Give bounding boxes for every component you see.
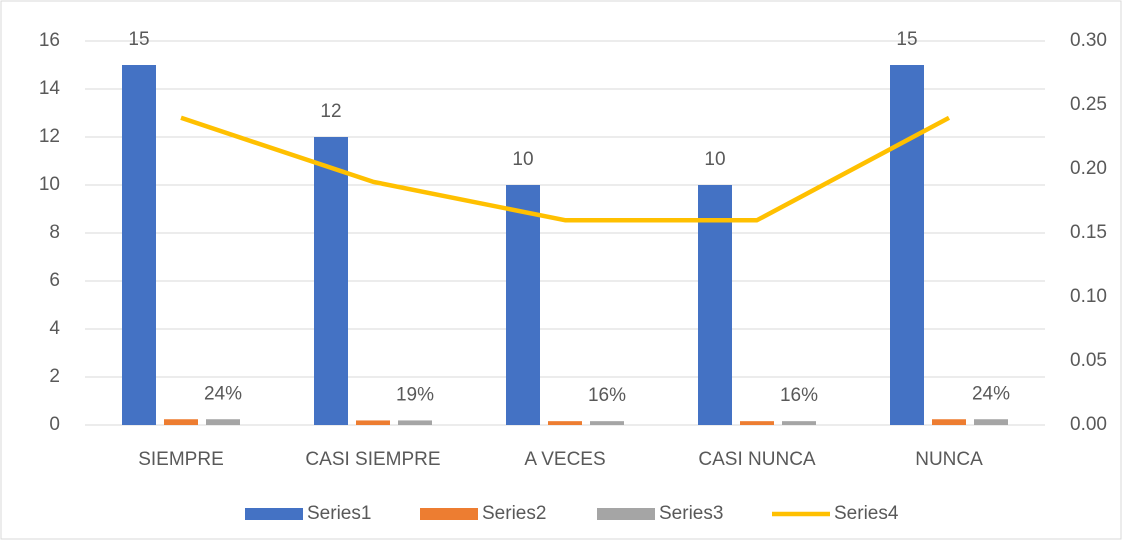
data-label: 15 — [896, 29, 917, 50]
bar — [698, 185, 732, 425]
bar — [932, 419, 966, 425]
y-tick-label: 2 — [49, 366, 60, 387]
data-label: 16% — [780, 385, 818, 406]
bar — [398, 420, 432, 425]
y-tick-label: 4 — [49, 318, 60, 339]
line — [180, 115, 951, 223]
legend-label: Series3 — [659, 503, 723, 524]
y2-tick-label: 0.10 — [1070, 286, 1107, 307]
bar — [740, 421, 774, 425]
data-label: 15 — [128, 29, 149, 50]
legend-label: Series2 — [482, 503, 546, 524]
bar — [782, 421, 816, 425]
x-tick-label: A VECES — [524, 449, 605, 470]
y2-tick-label: 0.20 — [1070, 158, 1107, 179]
data-label: 24% — [972, 383, 1010, 404]
bar — [164, 419, 198, 425]
legend-label: Series4 — [834, 503, 899, 524]
y-tick-label: 12 — [39, 126, 60, 147]
x-tick-label: SIEMPRE — [138, 449, 224, 470]
y2-tick-label: 0.25 — [1070, 94, 1107, 115]
bar — [506, 185, 540, 425]
data-label: 10 — [512, 149, 533, 170]
data-label: 12 — [320, 101, 341, 122]
bar — [206, 419, 240, 425]
x-tick-label: CASI SIEMPRE — [305, 449, 440, 470]
y-tick-label: 8 — [49, 222, 60, 243]
data-label: 24% — [204, 383, 242, 404]
y-tick-label: 14 — [39, 78, 61, 99]
y2-tick-label: 0.30 — [1070, 30, 1107, 51]
data-label: 16% — [588, 385, 626, 406]
y2-tick-label: 0.05 — [1070, 350, 1107, 371]
bar — [122, 65, 156, 425]
legend-swatch — [420, 508, 478, 520]
bar — [974, 419, 1008, 425]
y-tick-label: 6 — [49, 270, 60, 291]
legend-swatch — [597, 508, 655, 520]
x-tick-label: CASI NUNCA — [698, 449, 816, 470]
bar — [548, 421, 582, 425]
legend-swatch — [245, 508, 303, 520]
bar — [890, 65, 924, 425]
bar — [356, 420, 390, 425]
data-label: 10 — [704, 149, 725, 170]
chart-border — [0, 0, 1122, 540]
x-tick-label: NUNCA — [915, 449, 983, 470]
y2-tick-label: 0.00 — [1070, 414, 1107, 435]
y-tick-label: 16 — [39, 30, 60, 51]
y2-tick-label: 0.15 — [1070, 222, 1107, 243]
bar — [314, 137, 348, 425]
bar — [590, 421, 624, 425]
legend-label: Series1 — [307, 503, 371, 524]
y-tick-label: 10 — [39, 174, 60, 195]
y-tick-label: 0 — [49, 414, 60, 435]
data-label: 19% — [396, 384, 434, 405]
